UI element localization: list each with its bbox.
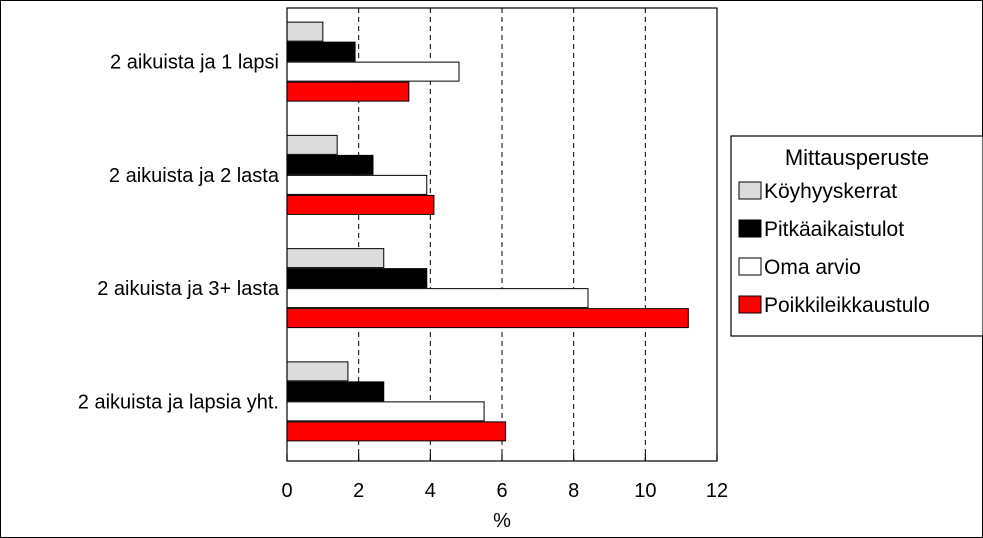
bar-2-4 (286, 381, 385, 402)
bar-3-3 (286, 288, 589, 309)
bar-4-2 (286, 194, 435, 215)
bar-2-1 (286, 41, 356, 62)
bar-4-1 (286, 81, 410, 102)
bar-4-3 (286, 308, 689, 329)
bar-1-3 (286, 248, 385, 269)
category-label: 2 aikuista ja lapsia yht. (78, 391, 279, 413)
legend-entry: Pitkäaikaistulot (764, 218, 904, 241)
x-axis-ticks: 0 2 4 6 8 10 12 (281, 454, 728, 502)
legend-swatch (738, 181, 762, 200)
bar-4-4 (286, 421, 507, 442)
legend-swatch (738, 257, 762, 276)
legend-swatch (738, 295, 762, 314)
x-tick-label: 12 (706, 480, 728, 502)
category-label: 2 aikuista ja 1 lapsi (110, 52, 279, 74)
x-tick-label: 6 (496, 480, 507, 502)
bar-3-1 (286, 61, 460, 82)
legend-entry: Köyhyyskerrat (764, 180, 897, 203)
x-tick-label: 8 (568, 480, 579, 502)
legend-entry: Oma arvio (764, 256, 861, 279)
category-label: 2 aikuista ja 3+ lasta (97, 278, 280, 300)
bar-1-2 (286, 134, 338, 155)
x-tick-label: 10 (634, 480, 656, 502)
legend-swatch (738, 219, 762, 238)
bars (286, 21, 689, 442)
x-tick-label: 4 (425, 480, 436, 502)
bar-2-2 (286, 154, 374, 175)
legend: Mittausperuste Köyhyyskerrat Pitkäaikaist… (730, 135, 983, 337)
legend-box (730, 135, 983, 337)
x-tick-label: 2 (353, 480, 364, 502)
bar-3-4 (286, 401, 485, 422)
bar-2-3 (286, 268, 428, 289)
category-labels: 2 aikuista ja 1 lapsi 2 aikuista ja 2 las… (78, 52, 280, 414)
x-axis-label: % (493, 510, 511, 532)
legend-entry: Poikkileikkaustulo (764, 294, 930, 317)
x-tick-label: 0 (281, 480, 292, 502)
legend-items: Köyhyyskerrat Pitkäaikaistulot Oma arvio Po… (738, 180, 930, 317)
category-label: 2 aikuista ja 2 lasta (109, 165, 280, 187)
bar-3-2 (286, 174, 428, 195)
legend-title: Mittausperuste (785, 145, 929, 170)
bar-1-4 (286, 361, 349, 382)
bar-1-1 (286, 21, 324, 42)
